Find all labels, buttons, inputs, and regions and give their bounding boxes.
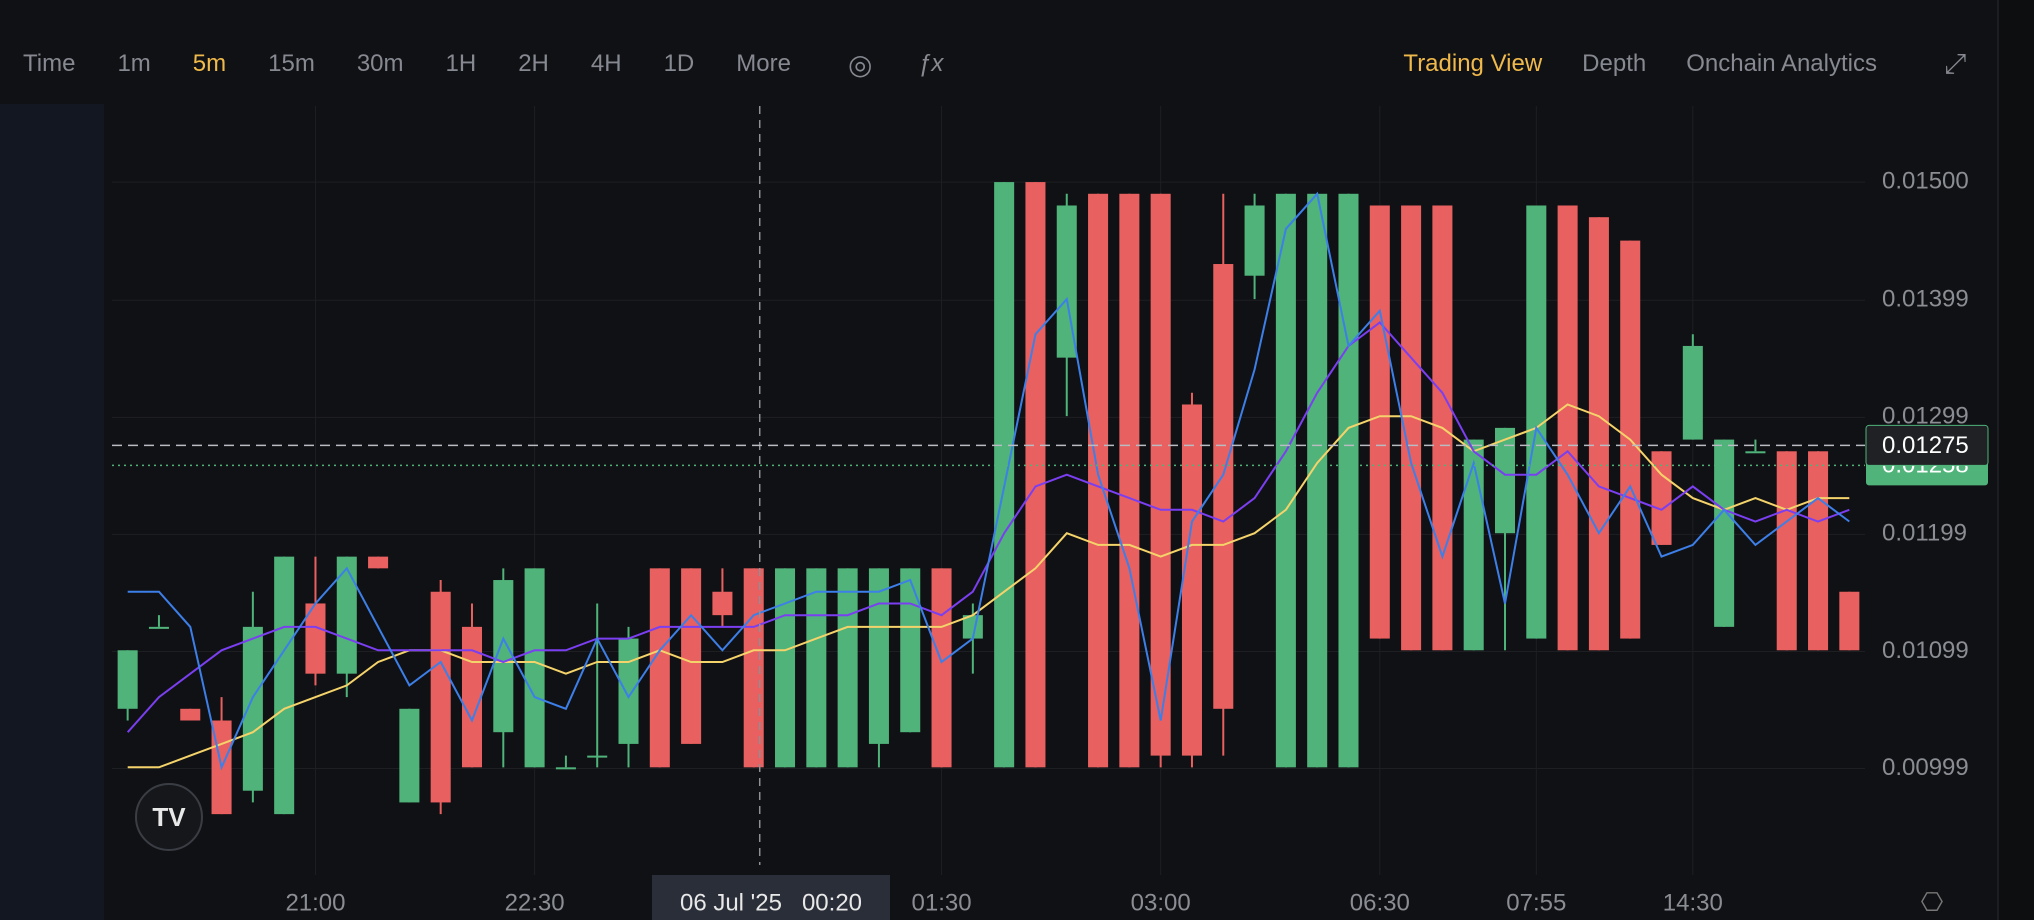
candle-body (1275, 193, 1296, 768)
interval-button[interactable]: 1H (445, 50, 477, 77)
view-tab[interactable]: Trading View (1403, 50, 1543, 77)
indicator-line (127, 191, 1850, 771)
candle-body (399, 708, 420, 803)
settings-icon[interactable]: ⎔ (1921, 887, 1944, 917)
interval-button[interactable]: 5m (192, 50, 227, 77)
candle-body (1588, 217, 1609, 651)
interval-list: Time 1m 5m 15m 30m 1H 2H 4H 1D More (23, 50, 791, 78)
y-tick-label: 0.01099 (1882, 637, 1969, 664)
candle-body (1307, 193, 1328, 768)
y-tick-label: 0.00999 (1882, 754, 1969, 781)
x-tick-label: 07:55 (1506, 889, 1566, 916)
candle-body (868, 568, 889, 744)
candle-body (430, 591, 451, 803)
y-tick-label: 0.01399 (1882, 286, 1969, 313)
crosshair-box (652, 875, 890, 920)
candle-body (274, 556, 295, 815)
interval-button[interactable]: 30m (356, 50, 404, 77)
candle-body (587, 755, 608, 758)
indicator-settings[interactable]: ◎ (848, 49, 873, 80)
candle-body (1244, 205, 1265, 276)
candle-body (1119, 193, 1140, 768)
candle-body (117, 650, 138, 709)
plot (112, 106, 1865, 875)
candle-body (524, 568, 545, 768)
candle-body (242, 626, 263, 791)
candle-body (806, 568, 827, 768)
right-strip (1997, 0, 2034, 920)
toolbar: Time 1m 5m 15m 30m 1H 2H 4H 1D More ◎ ƒx Trading … (0, 0, 1997, 104)
candle-body (493, 580, 514, 733)
candle-body (461, 626, 483, 768)
x-tick-label: 14:30 (1663, 889, 1723, 916)
interval-button[interactable]: 1D (663, 50, 695, 77)
tab-list: Trading View Depth Onchain Analytics (1403, 50, 1877, 78)
fullscreen-button[interactable]: ⤢ (1944, 48, 1967, 79)
candle-body (743, 568, 764, 768)
candle-body (1682, 345, 1703, 440)
crosshair-label: 06 Jul '25 00:20 (680, 889, 862, 916)
y-tick-label: 0.01199 (1882, 520, 1967, 547)
candle-body (305, 603, 326, 674)
candle-body (1213, 264, 1234, 709)
candle-body (994, 182, 1015, 768)
candle-body (931, 568, 952, 768)
candle-body (1808, 451, 1829, 651)
candle-body (1369, 205, 1390, 639)
candle-body (1557, 205, 1578, 651)
candle-body (180, 708, 201, 721)
candle-body (1745, 451, 1766, 454)
x-tick-label: 21:00 (285, 889, 345, 916)
view-tab[interactable]: Onchain Analytics (1686, 50, 1877, 77)
candle-body (1401, 205, 1422, 651)
interval-button[interactable]: More (736, 50, 791, 77)
candle-body (775, 568, 796, 768)
y-tick-label: 0.01500 (1882, 167, 1969, 194)
side-panel (0, 104, 104, 920)
x-tick-label: 01:30 (912, 889, 972, 916)
candle-body (1338, 193, 1359, 768)
interval-button[interactable]: 2H (518, 50, 549, 77)
candle-body (962, 615, 983, 639)
candle-body (1025, 182, 1046, 768)
logo (135, 783, 203, 851)
candle-body (1494, 427, 1516, 534)
candle-body (368, 556, 389, 569)
formula-button[interactable]: ƒx (918, 50, 944, 77)
interval-button[interactable]: Time (23, 50, 76, 77)
candle-body (555, 767, 576, 770)
interval-button[interactable]: 15m (268, 50, 315, 77)
logo-mark: TV (152, 802, 186, 832)
candle-body (336, 556, 357, 674)
candle-body (1839, 591, 1860, 651)
interval-button[interactable]: 4H (590, 50, 622, 77)
candle-body (1714, 439, 1735, 627)
candle-body (1150, 193, 1171, 756)
candle-body (1056, 205, 1077, 358)
price-label: 0.01275 (1882, 432, 1969, 459)
x-tick-label: 22:30 (505, 889, 565, 916)
x-tick-label: 03:00 (1131, 889, 1191, 916)
candle-body (681, 568, 702, 744)
candle-body (1526, 205, 1547, 639)
candle-body (1088, 193, 1109, 768)
candle-body (1463, 439, 1484, 651)
candle-body (618, 638, 639, 744)
candle-body (900, 568, 921, 733)
price-box (1865, 424, 1989, 466)
interval-button[interactable]: 1m (117, 50, 151, 77)
candle-body (712, 591, 733, 616)
candle-body (148, 626, 169, 629)
candle-body (1776, 451, 1797, 651)
view-tab[interactable]: Depth (1582, 50, 1647, 77)
candle-body (837, 568, 858, 768)
candle-body (649, 568, 670, 768)
candle-body (1181, 404, 1202, 756)
candle-body (1651, 451, 1672, 545)
x-tick-label: 06:30 (1350, 889, 1410, 916)
